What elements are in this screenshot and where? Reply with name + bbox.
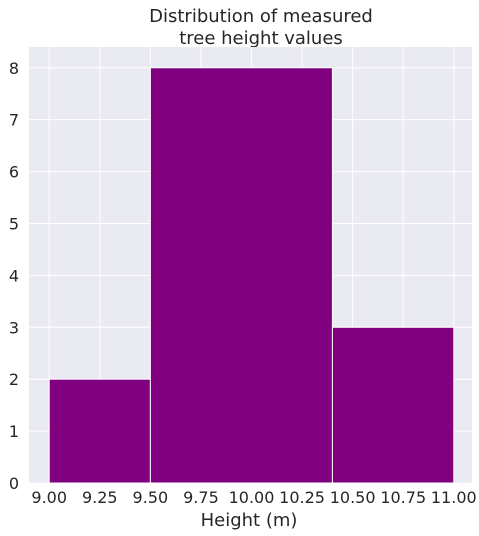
y-tick-label-1: 1 — [9, 422, 19, 441]
x-tick-labels: 9.00 9.25 9.50 9.75 10.00 10.25 10.50 10.75 11.0… — [31, 488, 476, 507]
y-tick-label-4: 4 — [9, 266, 19, 285]
x-tick-label-3: 9.75 — [183, 488, 219, 507]
x-tick-label-5: 10.25 — [279, 488, 325, 507]
y-tick-label-6: 6 — [9, 163, 19, 182]
x-tick-label-6: 10.50 — [330, 488, 376, 507]
x-axis-label: Height (m) — [201, 510, 298, 531]
y-tick-labels: 0 1 2 3 4 5 6 7 8 — [9, 59, 19, 493]
y-tick-label-2: 2 — [9, 370, 19, 389]
histogram-bar-2 — [331, 326, 455, 484]
histogram-bar-1 — [149, 67, 333, 484]
x-tick-label-4: 10.00 — [229, 488, 275, 507]
x-tick-label-2: 9.50 — [133, 488, 169, 507]
chart-title-line-1: Distribution of measured — [149, 6, 373, 27]
y-tick-label-3: 3 — [9, 318, 19, 337]
x-tick-label-1: 9.25 — [82, 488, 118, 507]
histogram-bars — [48, 67, 455, 484]
y-tick-label-0: 0 — [9, 474, 19, 493]
y-tick-label-5: 5 — [9, 214, 19, 233]
x-tick-label-7: 10.75 — [380, 488, 426, 507]
chart-title-line-2: tree height values — [179, 28, 343, 49]
y-tick-label-8: 8 — [9, 59, 19, 78]
x-tick-label-0: 9.00 — [31, 488, 67, 507]
histogram-bar-0 — [48, 378, 151, 484]
y-tick-label-7: 7 — [9, 111, 19, 130]
x-tick-label-8: 11.00 — [431, 488, 477, 507]
